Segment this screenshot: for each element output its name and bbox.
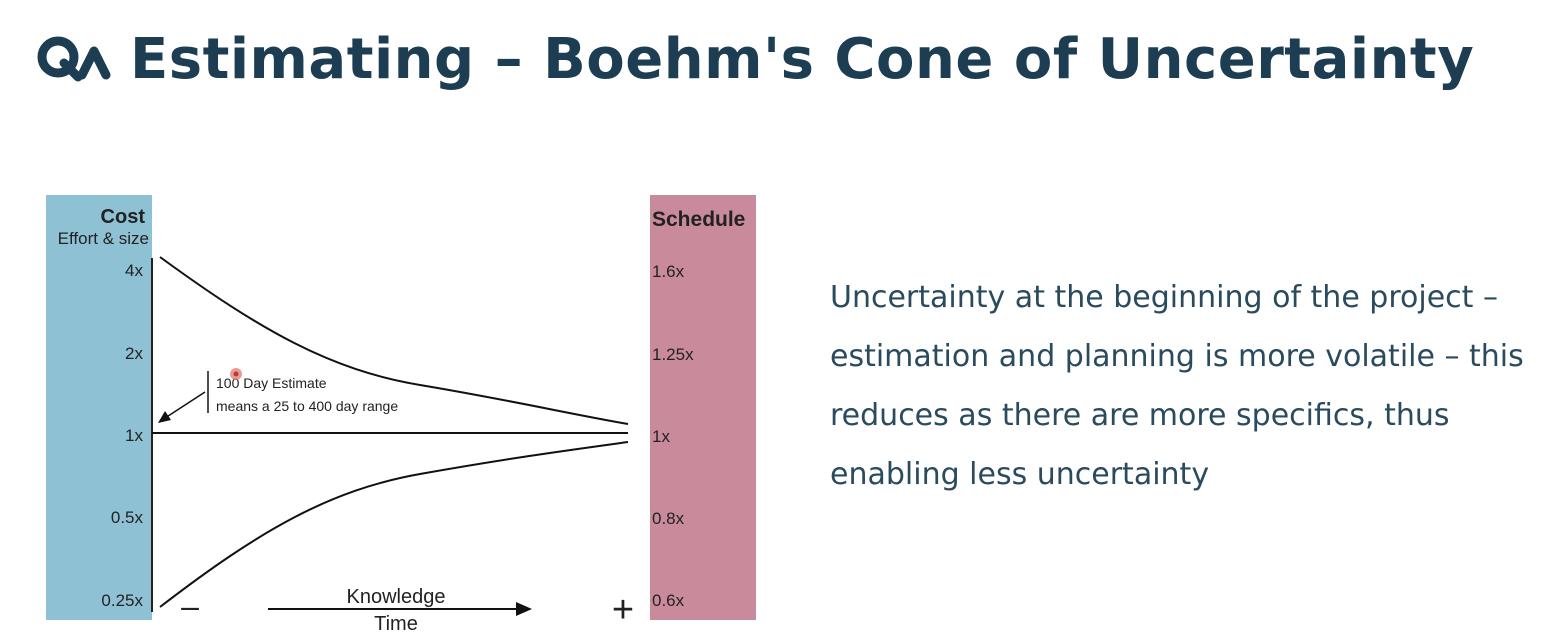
schedule-tick: 1.25x	[652, 345, 694, 364]
schedule-label: Schedule	[652, 208, 745, 231]
description-text: Uncertainty at the beginning of the proj…	[830, 280, 1524, 492]
cost-tick: 2x	[125, 344, 143, 363]
annotation-arrowhead	[158, 411, 171, 423]
minus-sign: –	[181, 588, 199, 624]
cost-tick: 1x	[125, 426, 143, 445]
cost-tick: 0.25x	[101, 591, 143, 610]
time-arrowhead	[516, 602, 532, 616]
qa-logo-icon	[37, 36, 111, 82]
cost-band	[46, 195, 152, 620]
schedule-tick: 1.6x	[652, 262, 685, 281]
plus-sign: +	[612, 589, 634, 631]
annotation-arrow	[161, 391, 206, 421]
schedule-tick: 0.6x	[652, 591, 685, 610]
arrow-label-time: Time	[374, 613, 418, 635]
lower-cone-curve	[159, 441, 629, 608]
schedule-tick: 0.8x	[652, 509, 685, 528]
page-title: Estimating – Boehm's Cone of Uncertainty	[130, 26, 1475, 92]
cost-tick: 0.5x	[111, 508, 144, 527]
annotation-line-1: 100 Day Estimate	[216, 375, 327, 391]
schedule-tick: 1x	[652, 427, 670, 446]
cost-sub-label: Effort & size	[58, 229, 149, 248]
header: Estimating – Boehm's Cone of Uncertainty	[34, 24, 1474, 94]
annotation-line-2: means a 25 to 400 day range	[216, 398, 398, 414]
cost-label: Cost	[101, 206, 146, 228]
cost-tick: 4x	[125, 261, 143, 280]
schedule-band	[650, 195, 756, 620]
upper-cone-curve	[159, 256, 629, 425]
arrow-label-knowledge: Knowledge	[347, 586, 446, 608]
cursor-dot-center	[233, 371, 239, 377]
